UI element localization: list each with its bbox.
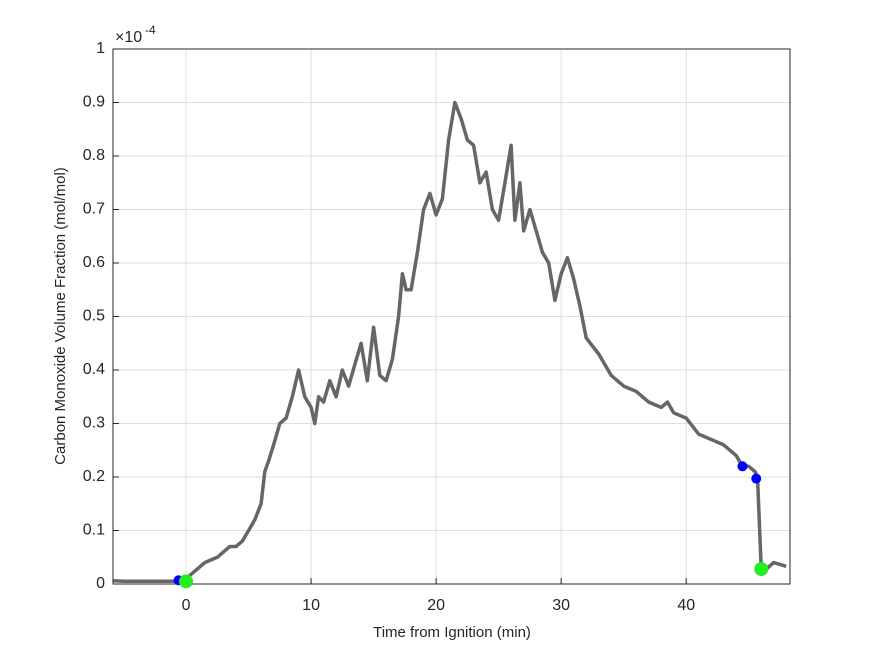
x-tick-label: 0 [182,597,191,614]
y-exponent-base: ×10 [115,29,142,46]
y-tick-label: 1 [96,40,105,57]
y-tick-label: 0.5 [83,308,105,325]
y-tick-label: 0.2 [83,468,105,485]
x-tick-label: 10 [302,597,320,614]
data-line [113,100,787,584]
y-tick-label: 0.3 [83,415,105,432]
x-tick-label: 30 [552,597,570,614]
marker-point [179,574,194,589]
y-axis-label: Carbon Monoxide Volume Fraction (mol/mol… [52,167,69,465]
y-exponent: -4 [145,23,156,37]
y-tick-label: 0.9 [83,94,105,111]
x-tick-label: 40 [677,597,695,614]
y-tick-label: 0.7 [83,201,105,218]
y-tick-label: 0.4 [83,361,105,378]
y-tick-label: 0 [96,575,105,592]
y-tick-label: 0.1 [83,522,105,539]
x-axis-label: Time from Ignition (min) [373,624,531,641]
y-tick-label: 0.8 [83,147,105,164]
y-tick-label: 0.6 [83,254,105,271]
marker-point [751,473,762,484]
x-tick-label: 20 [427,597,445,614]
axes-box [112,48,791,585]
marker-point [754,562,769,577]
marker-point [737,461,748,472]
